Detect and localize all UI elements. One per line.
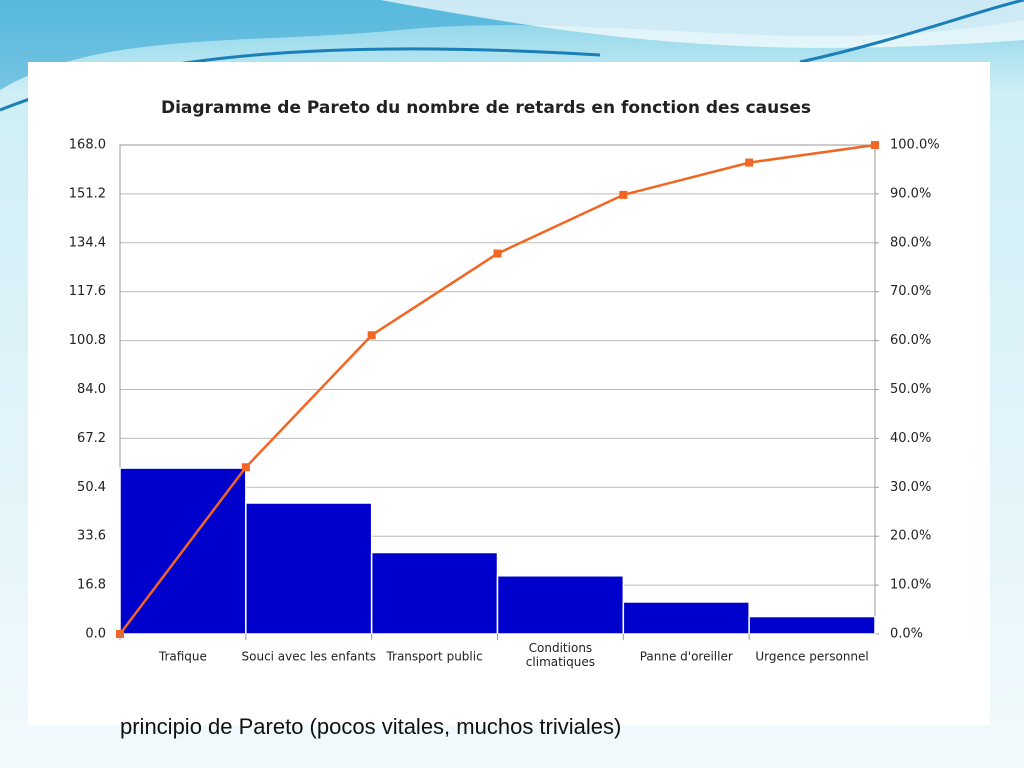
line-marker: [871, 141, 879, 149]
y-tick-label: 0.0: [85, 627, 106, 642]
y2-tick-label: 0.0%: [890, 627, 923, 642]
y2-tick-label: 80.0%: [890, 235, 931, 250]
y-tick-label: 100.8: [69, 333, 106, 348]
chart-title: Diagramme de Pareto du nombre de retards…: [161, 98, 811, 118]
y2-tick-label: 30.0%: [890, 480, 931, 495]
y-tick-label: 84.0: [77, 382, 106, 397]
y2-tick-label: 50.0%: [890, 382, 931, 397]
y2-tick-label: 90.0%: [890, 186, 931, 201]
y-tick-label: 134.4: [69, 235, 106, 250]
y2-tick-label: 20.0%: [890, 529, 931, 544]
y2-tick-label: 100.0%: [890, 138, 940, 153]
y2-tick-label: 60.0%: [890, 333, 931, 348]
x-tick-label: Conditions climatiques: [526, 641, 595, 669]
y-tick-label: 33.6: [77, 529, 106, 544]
x-tick-label: Trafique: [158, 650, 207, 664]
bar: [245, 502, 373, 635]
x-tick-label: Souci avec les enfants: [242, 650, 376, 664]
line-marker: [241, 463, 250, 472]
bar: [370, 551, 499, 635]
x-tick-label: Panne d'oreiller: [640, 650, 733, 664]
y-tick-label: 50.4: [77, 480, 106, 495]
y2-tick-label: 70.0%: [890, 284, 931, 299]
y-tick-label: 117.6: [69, 284, 106, 299]
y2-tick-label: 40.0%: [890, 431, 931, 446]
y-tick-label: 16.8: [77, 578, 106, 593]
x-tick-label: Transport public: [385, 650, 482, 664]
bar: [748, 615, 876, 635]
swoosh: [799, 0, 1024, 64]
bar: [496, 575, 625, 635]
bar: [622, 601, 750, 635]
swoosh: [380, 0, 1024, 48]
x-tick-label: Urgence personnel: [755, 650, 868, 664]
y-tick-label: 67.2: [77, 431, 106, 446]
caption: principio de Pareto (pocos vitales, much…: [120, 714, 621, 739]
line-marker: [367, 331, 376, 340]
line-marker: [493, 249, 502, 258]
line-marker: [745, 158, 754, 167]
y-tick-label: 151.2: [69, 186, 106, 201]
y2-tick-label: 10.0%: [890, 578, 931, 593]
y-tick-label: 168.0: [69, 138, 106, 153]
line-marker: [619, 190, 628, 199]
